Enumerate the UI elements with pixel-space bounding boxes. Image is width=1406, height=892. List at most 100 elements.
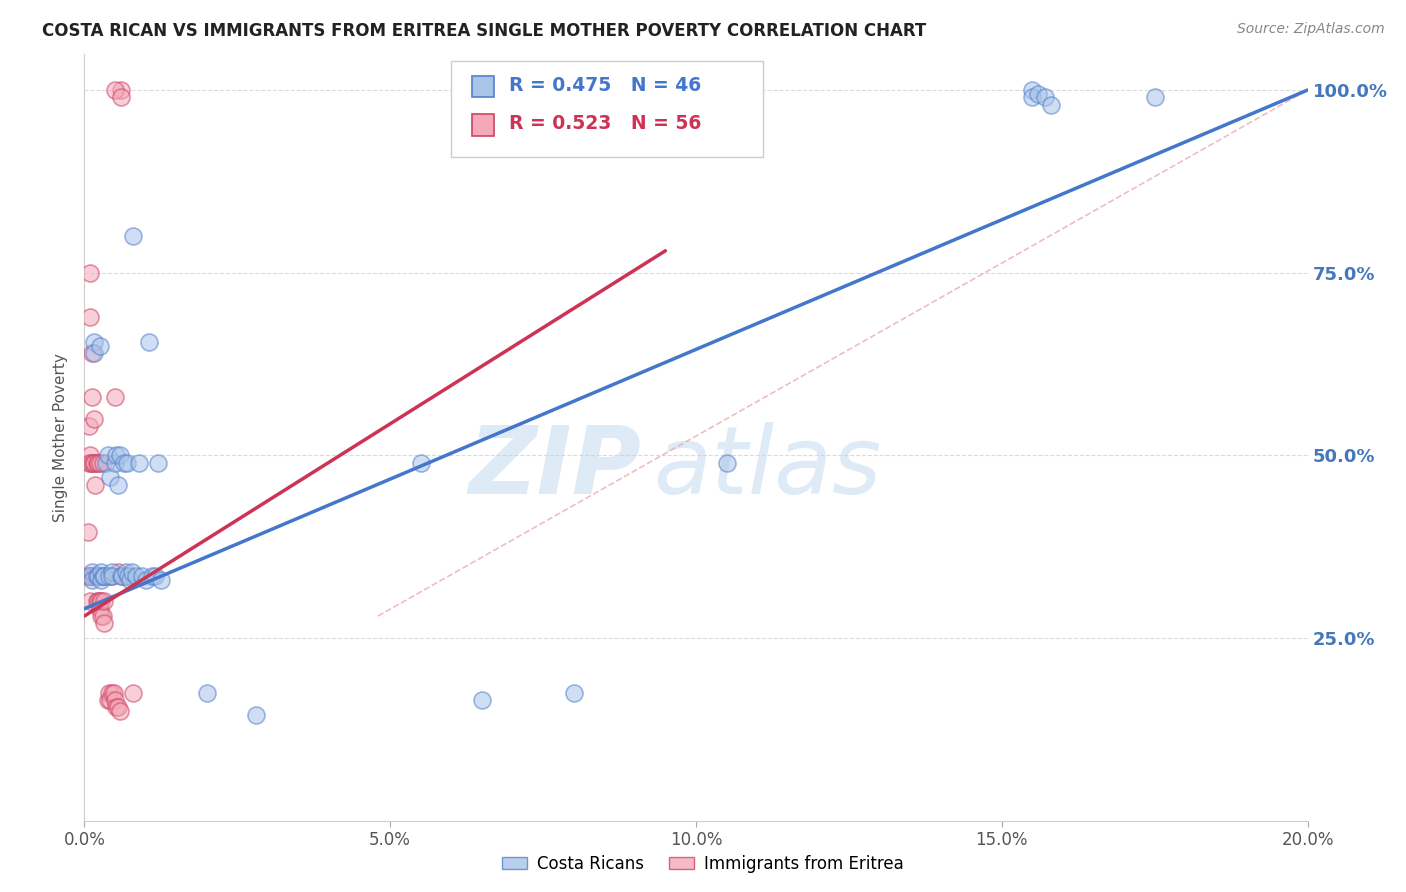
Point — [1021, 90, 1043, 104]
Point — [91, 456, 114, 470]
Point — [89, 601, 111, 615]
Point — [103, 686, 125, 700]
Point — [80, 456, 103, 470]
Point — [409, 456, 432, 470]
Point — [97, 686, 120, 700]
Text: COSTA RICAN VS IMMIGRANTS FROM ERITREA SINGLE MOTHER POVERTY CORRELATION CHART: COSTA RICAN VS IMMIGRANTS FROM ERITREA S… — [42, 22, 927, 40]
Point — [115, 569, 138, 583]
Point — [110, 83, 132, 97]
Point — [143, 569, 166, 583]
Point — [94, 456, 117, 470]
Y-axis label: Single Mother Poverty: Single Mother Poverty — [53, 352, 69, 522]
Point — [97, 569, 120, 583]
Point — [107, 566, 129, 580]
Point — [135, 573, 157, 587]
Point — [131, 569, 153, 583]
Point — [79, 310, 101, 324]
Text: R = 0.523   N = 56: R = 0.523 N = 56 — [509, 114, 702, 133]
Point — [83, 335, 105, 350]
Point — [104, 693, 127, 707]
Point — [86, 594, 108, 608]
Point — [84, 477, 107, 491]
Point — [90, 573, 112, 587]
Point — [93, 616, 115, 631]
Point — [562, 686, 585, 700]
Point — [104, 390, 127, 404]
Point — [80, 566, 103, 580]
Point — [90, 594, 112, 608]
Point — [122, 229, 145, 244]
Point — [146, 456, 169, 470]
Point — [79, 448, 101, 462]
Point — [716, 456, 738, 470]
Point — [112, 456, 135, 470]
Point — [76, 569, 98, 583]
Point — [87, 594, 110, 608]
Point — [91, 569, 114, 583]
Point — [80, 569, 103, 583]
Point — [89, 569, 111, 583]
Point — [112, 569, 135, 583]
Point — [79, 569, 101, 583]
Bar — [472, 76, 495, 97]
Point — [115, 456, 138, 470]
Point — [77, 569, 100, 583]
Point — [83, 456, 105, 470]
Point — [98, 693, 121, 707]
Point — [87, 456, 110, 470]
Point — [195, 686, 218, 700]
Point — [110, 569, 132, 583]
Text: ZIP: ZIP — [468, 422, 641, 514]
Point — [1033, 90, 1056, 104]
Point — [83, 412, 105, 426]
Point — [117, 569, 139, 583]
Legend: Costa Ricans, Immigrants from Eritrea: Costa Ricans, Immigrants from Eritrea — [495, 848, 911, 880]
Point — [108, 704, 131, 718]
Point — [90, 569, 112, 583]
Point — [83, 569, 105, 583]
Point — [79, 266, 101, 280]
Point — [471, 693, 494, 707]
Point — [77, 456, 100, 470]
Point — [245, 707, 267, 722]
Point — [115, 566, 138, 580]
Point — [79, 456, 101, 470]
Point — [1021, 83, 1043, 97]
Point — [101, 686, 124, 700]
Point — [97, 693, 120, 707]
Point — [90, 566, 112, 580]
Point — [93, 594, 115, 608]
Point — [125, 569, 148, 583]
Point — [84, 569, 107, 583]
Point — [141, 569, 163, 583]
Point — [79, 594, 101, 608]
Point — [87, 569, 110, 583]
Point — [111, 569, 134, 583]
Point — [1143, 90, 1166, 104]
Point — [107, 477, 129, 491]
Point — [87, 569, 110, 583]
Point — [83, 346, 105, 360]
Point — [94, 569, 117, 583]
Point — [128, 456, 150, 470]
Point — [86, 569, 108, 583]
Point — [120, 573, 142, 587]
Point — [1039, 97, 1062, 112]
Point — [77, 524, 100, 539]
Point — [98, 470, 121, 484]
Point — [121, 566, 143, 580]
Point — [82, 573, 104, 587]
Point — [82, 346, 104, 360]
Point — [104, 456, 127, 470]
Point — [93, 569, 115, 583]
Point — [110, 90, 132, 104]
Point — [83, 456, 105, 470]
Point — [89, 594, 111, 608]
Point — [79, 569, 101, 583]
Point — [86, 456, 108, 470]
Text: atlas: atlas — [654, 422, 882, 513]
Point — [79, 569, 101, 583]
Point — [82, 390, 104, 404]
Point — [97, 448, 120, 462]
Text: R = 0.475   N = 46: R = 0.475 N = 46 — [509, 76, 702, 95]
